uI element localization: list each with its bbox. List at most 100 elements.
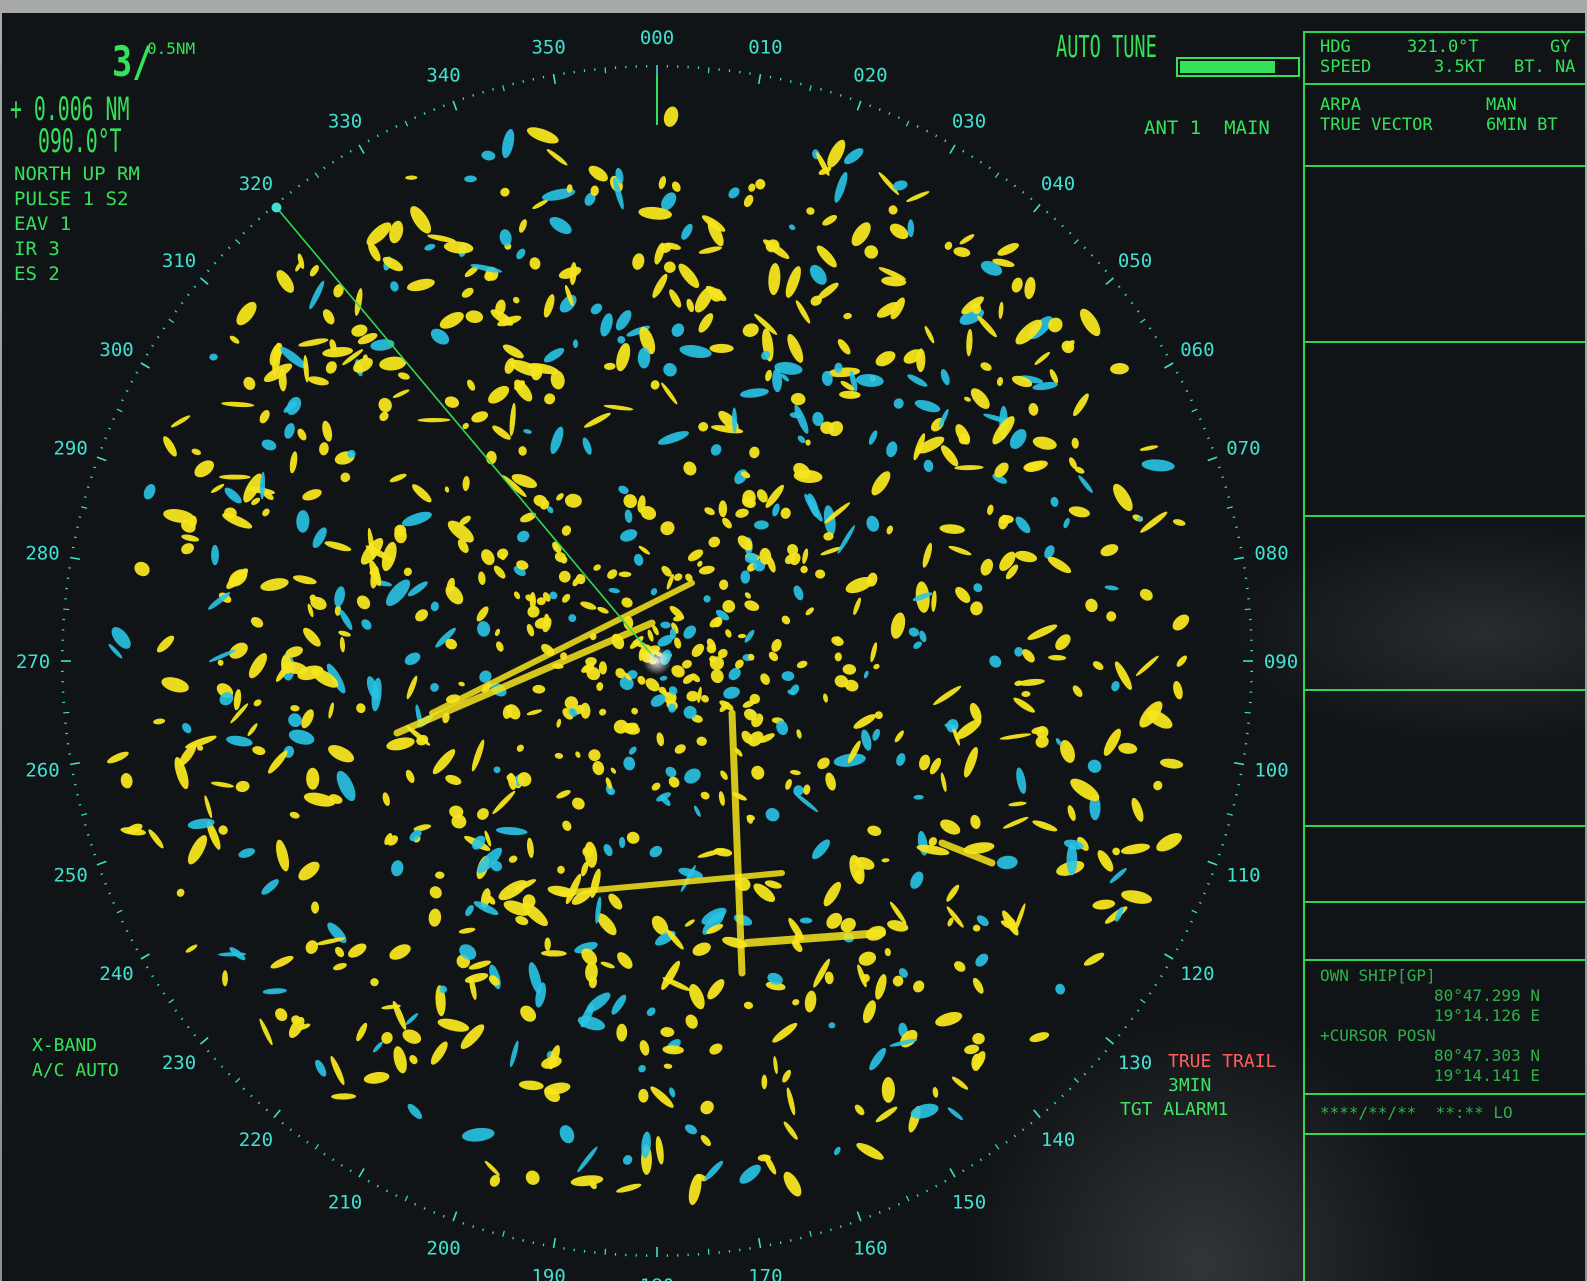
bearing-tick xyxy=(1237,783,1241,786)
radar-echo xyxy=(260,471,266,500)
bearing-tick xyxy=(108,427,111,430)
radar-echo xyxy=(723,686,740,699)
trail-time[interactable]: 3MIN xyxy=(1168,1075,1212,1096)
radar-echo xyxy=(333,284,344,298)
radar-echo xyxy=(797,435,806,444)
radar-echo xyxy=(292,575,317,585)
bearing-tick xyxy=(1227,496,1231,498)
radar-echo xyxy=(997,243,1019,256)
radar-echo xyxy=(662,1045,684,1055)
radar-echo xyxy=(589,1180,597,1190)
radar-echo xyxy=(701,907,727,925)
radar-echo xyxy=(170,415,191,428)
target-alarm[interactable]: TGT ALARM1 xyxy=(1120,1099,1229,1120)
bearing-tick xyxy=(1217,853,1221,856)
ac-mode[interactable]: A/C AUTO xyxy=(32,1060,119,1081)
panel-divider xyxy=(1303,515,1585,517)
radar-echo xyxy=(718,500,728,518)
bearing-tick xyxy=(349,149,352,153)
bearing-tick xyxy=(905,120,910,127)
radar-echo xyxy=(369,559,382,587)
radar-echo xyxy=(163,436,177,457)
radar-echo xyxy=(890,612,906,639)
radar-echo xyxy=(445,585,464,605)
bearing-tick xyxy=(1207,882,1210,885)
radar-echo xyxy=(916,436,945,454)
radar-echo xyxy=(913,794,924,800)
radar-echo xyxy=(470,264,503,273)
radar-echo xyxy=(562,820,572,831)
auto-tune-label[interactable]: AUTO TUNE xyxy=(1056,30,1157,65)
radar-echo xyxy=(955,586,971,603)
radar-echo xyxy=(1176,655,1187,667)
radar-echo xyxy=(827,139,846,168)
radar-echo xyxy=(866,572,878,587)
bearing-tick xyxy=(944,139,947,143)
bearing-tick xyxy=(1124,1025,1128,1029)
radar-echo xyxy=(992,416,1015,445)
radar-echo xyxy=(570,1175,604,1187)
radar-echo xyxy=(477,621,491,637)
radar-echo xyxy=(120,773,133,789)
bearing-tick xyxy=(1013,184,1017,188)
radar-echo xyxy=(796,660,808,669)
radar-screen: 000 010 020 030 040 050 060 070 080 090 100 110 120 1… xyxy=(2,13,1585,1281)
bearing-label-280: 280 xyxy=(25,543,59,565)
bearing-tick xyxy=(340,155,344,159)
radar-echo xyxy=(478,571,486,585)
radar-echo xyxy=(669,628,677,639)
ebl-line[interactable] xyxy=(275,206,658,662)
radar-echo xyxy=(595,896,602,924)
radar-echo xyxy=(444,486,450,493)
bearing-tick xyxy=(69,761,81,766)
eav-setting[interactable]: EAV 1 xyxy=(14,213,72,235)
radar-echo xyxy=(181,534,200,542)
radar-ppi-display[interactable]: 000 010 020 030 040 050 060 070 080 090 100 110 120 1… xyxy=(2,13,1585,1281)
radar-echo xyxy=(876,302,899,318)
bearing-tick xyxy=(130,380,134,383)
radar-echo xyxy=(477,847,503,874)
bearing-tick xyxy=(970,155,974,159)
bearing-label-340: 340 xyxy=(426,65,460,87)
radar-echo xyxy=(179,743,197,766)
radar-echo xyxy=(514,380,526,391)
bearing-tick xyxy=(385,129,389,133)
radar-echo xyxy=(650,694,666,707)
speed-source[interactable]: BT. NA xyxy=(1514,57,1576,77)
radar-echo xyxy=(940,819,961,835)
radar-echo xyxy=(737,633,747,639)
radar-echo xyxy=(504,357,516,374)
ir-setting[interactable]: IR 3 xyxy=(14,238,60,260)
bearing-tick xyxy=(799,82,802,86)
bearing-tick xyxy=(174,1009,178,1012)
radar-echo xyxy=(632,253,645,270)
trail-mode[interactable]: TRUE TRAIL xyxy=(1168,1051,1277,1072)
pulse-setting[interactable]: PULSE 1 S2 xyxy=(14,188,129,210)
radar-echo xyxy=(1085,598,1098,613)
radar-echo xyxy=(748,653,755,661)
radar-echo xyxy=(543,347,565,363)
ebl-marker-dot[interactable] xyxy=(271,202,282,213)
radar-echo xyxy=(1172,614,1190,631)
hdg-source[interactable]: GY xyxy=(1550,37,1571,57)
radar-echo xyxy=(512,296,520,304)
radar-echo xyxy=(987,504,994,516)
radar-echo xyxy=(870,642,878,663)
radar-echo xyxy=(335,946,345,958)
bearing-tick xyxy=(1139,998,1146,1004)
es-setting[interactable]: ES 2 xyxy=(14,263,60,285)
orientation-mode[interactable]: NORTH UP RM xyxy=(14,163,140,185)
radar-echo xyxy=(495,827,528,836)
radar-echo xyxy=(789,552,801,566)
radar-echo xyxy=(581,948,598,966)
range-scale-value[interactable]: 3/ xyxy=(112,37,153,86)
bearing-tick xyxy=(1154,983,1158,987)
vector-mode[interactable]: TRUE VECTOR xyxy=(1320,115,1433,135)
bearing-tick xyxy=(532,1241,535,1245)
vector-time[interactable]: 6MIN BT xyxy=(1486,115,1558,135)
radar-echo xyxy=(367,527,375,560)
antenna-select[interactable]: ANT 1 MAIN xyxy=(1144,117,1270,139)
radar-echo xyxy=(597,913,617,936)
bearing-label-320: 320 xyxy=(239,173,273,195)
radar-echo xyxy=(363,1071,390,1084)
